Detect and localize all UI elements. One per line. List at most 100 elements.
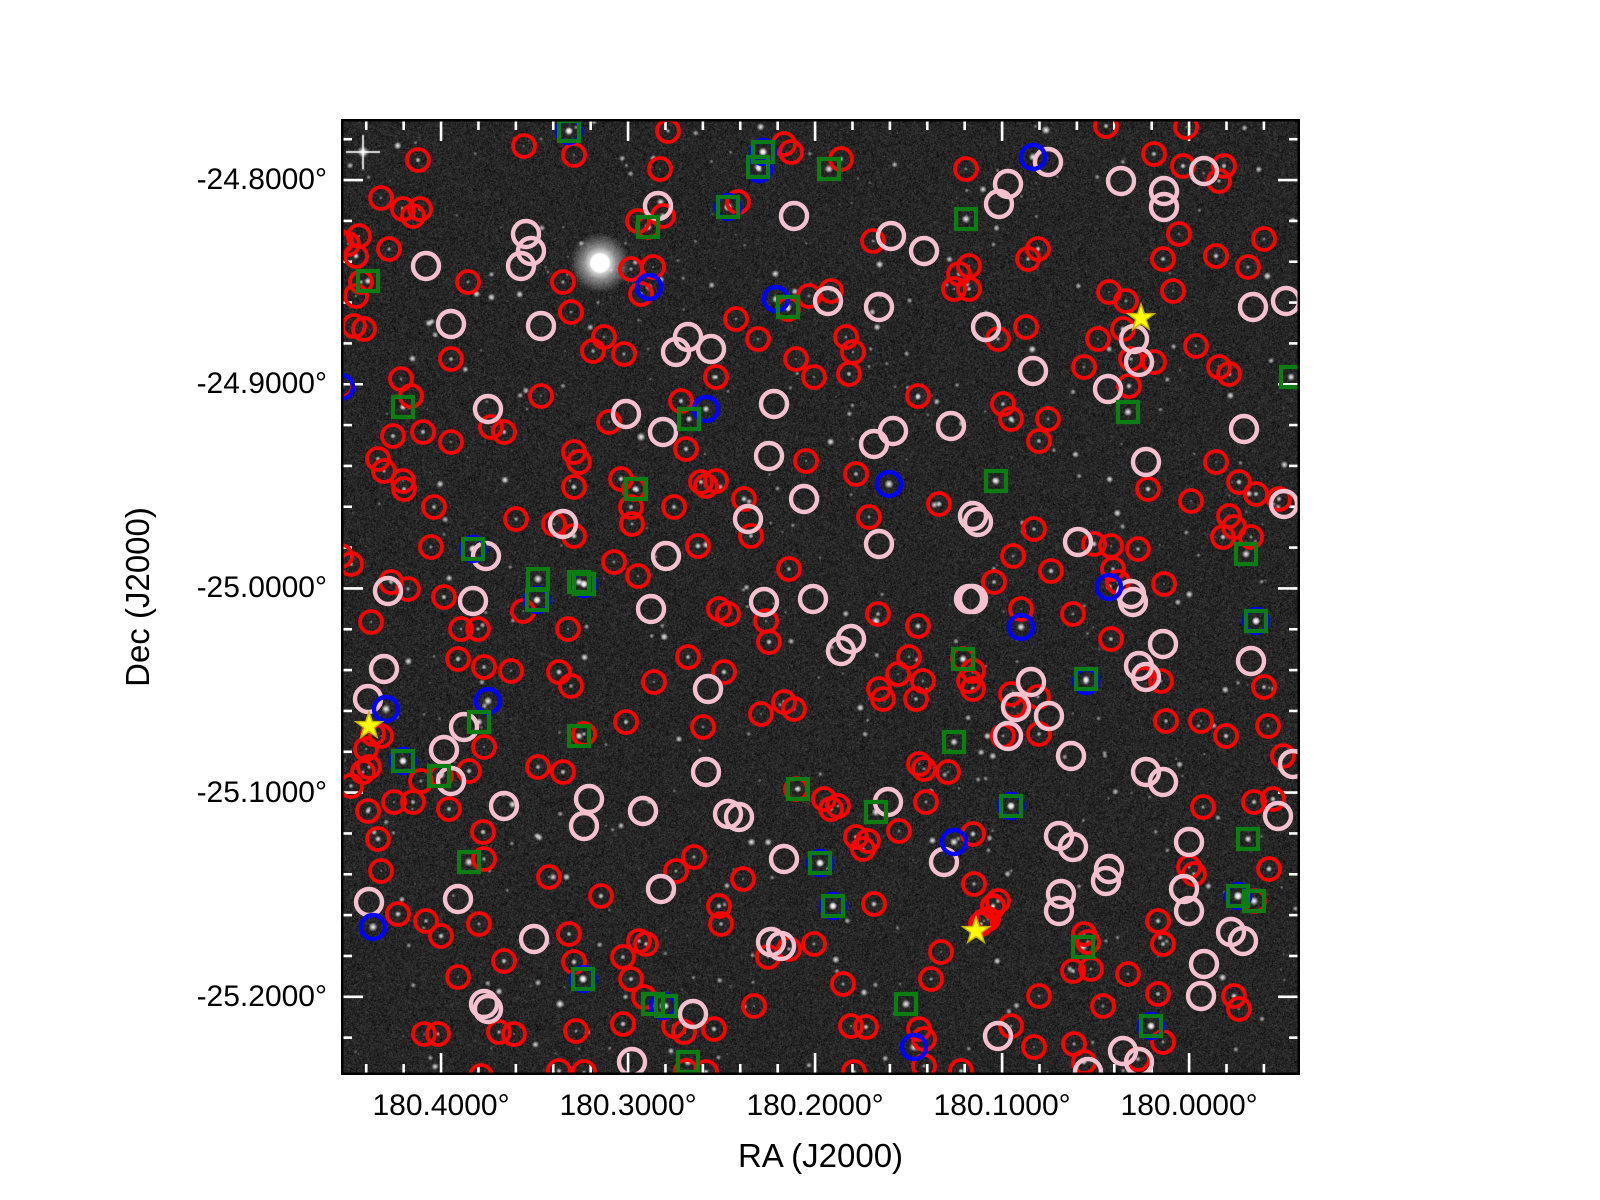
red-circles-marker	[703, 468, 729, 494]
green-square-marker	[355, 268, 381, 294]
red-circles-marker	[558, 673, 584, 699]
red-circles-marker	[906, 751, 932, 777]
red-circles-marker	[1226, 996, 1252, 1022]
red-circles-marker	[663, 858, 689, 884]
pink-circles-marker	[748, 586, 780, 618]
pink-circles-marker	[1017, 355, 1049, 387]
red-circles-marker	[886, 818, 912, 844]
pink-circles-marker	[568, 810, 600, 842]
red-circles-marker	[647, 156, 673, 182]
red-circles-marker	[948, 1058, 974, 1075]
red-circles-marker	[503, 506, 529, 532]
red-circles-marker	[783, 346, 809, 372]
green-square-marker	[390, 394, 416, 420]
red-circles-marker	[818, 796, 844, 822]
red-circles-marker	[613, 709, 639, 735]
pink-circles-marker	[515, 235, 547, 267]
red-circles-marker	[418, 534, 444, 560]
red-circles-marker	[1243, 481, 1269, 507]
y-tick-label: -24.9000°	[196, 367, 327, 401]
pink-circles-marker	[645, 873, 677, 905]
red-circles-marker	[1125, 536, 1151, 562]
red-circles-marker	[1116, 373, 1142, 399]
red-circles-marker	[566, 449, 592, 475]
pink-circles-marker	[935, 410, 967, 442]
red-circles-marker	[1251, 674, 1277, 700]
red-circles-marker	[410, 419, 436, 445]
green-square-marker	[653, 993, 679, 1019]
pink-circles-marker	[1148, 191, 1180, 223]
green-square-marker	[785, 776, 811, 802]
green-square-marker	[466, 709, 492, 735]
red-circles-marker	[870, 686, 896, 712]
green-square-marker	[745, 154, 771, 180]
red-circles-marker	[358, 609, 384, 635]
red-circles-marker	[610, 944, 636, 970]
red-circles-marker	[355, 798, 381, 824]
red-circles-marker	[343, 243, 369, 269]
red-circles-marker	[1026, 428, 1052, 454]
red-circles-marker	[1270, 743, 1296, 769]
red-circles-marker	[1173, 119, 1199, 140]
red-circles-marker	[395, 576, 421, 602]
red-circles-marker	[351, 316, 377, 342]
pink-circles-marker	[1057, 831, 1089, 863]
pink-circles-marker	[1043, 895, 1075, 927]
pink-circles-marker	[1147, 628, 1179, 660]
markers-group	[341, 119, 1300, 1075]
red-circles-marker	[673, 436, 699, 462]
green-square-marker	[863, 799, 889, 825]
pink-circles-marker	[1045, 878, 1077, 910]
red-circles-marker	[1098, 626, 1124, 652]
red-circles-marker	[341, 773, 364, 799]
pink-circles-marker	[470, 540, 502, 572]
red-circles-marker	[1211, 153, 1237, 179]
green-square-marker	[998, 793, 1024, 819]
y-axis-title: Dec (J2000)	[119, 507, 156, 687]
red-circles-marker	[1085, 326, 1111, 352]
red-circles-marker	[865, 601, 891, 627]
red-circles-marker	[885, 661, 911, 687]
pink-circles-marker	[1015, 666, 1047, 698]
pink-circles-marker	[1090, 865, 1122, 897]
green-square-marker	[1070, 934, 1096, 960]
red-circles-marker	[1035, 406, 1061, 432]
red-circles-marker	[400, 203, 426, 229]
red-circles-marker	[431, 584, 457, 610]
pink-circles-marker	[1148, 175, 1180, 207]
red-circles-marker	[1255, 713, 1281, 739]
red-circles-marker	[438, 429, 464, 455]
red-circles-marker	[550, 269, 576, 295]
x-tick-label: 180.1000°	[933, 1089, 1071, 1122]
blue-circles-marker	[634, 272, 664, 302]
yellow-star-marker	[1125, 301, 1157, 332]
pink-circles-marker	[1227, 925, 1259, 957]
pink-circles-marker	[510, 218, 542, 250]
green-square-marker	[390, 748, 416, 774]
pink-circles-marker	[992, 720, 1024, 752]
red-circles-marker	[413, 908, 439, 934]
red-circles-marker	[918, 966, 944, 992]
pink-circles-marker	[1093, 853, 1125, 885]
red-circles-marker	[438, 346, 464, 372]
blue-circles-marker	[1006, 612, 1036, 642]
red-circles-marker	[356, 754, 382, 780]
red-circles-marker	[1151, 571, 1177, 597]
pink-circles-marker	[1277, 748, 1300, 780]
red-circles-marker	[558, 299, 584, 325]
pink-circles-marker	[970, 311, 1002, 343]
red-circles-marker	[911, 756, 937, 782]
red-circles-marker	[486, 1019, 512, 1045]
red-circles-marker	[675, 644, 701, 670]
pink-circles-marker	[1033, 700, 1065, 732]
red-circles-marker	[411, 1021, 437, 1047]
red-circles-marker	[731, 486, 757, 512]
red-circles-marker	[491, 948, 517, 974]
pink-circles-marker	[677, 998, 709, 1030]
yellow-star-marker	[960, 914, 992, 945]
green-square-marker	[623, 476, 649, 502]
green-square-marker	[1138, 1013, 1164, 1039]
red-circles-marker	[1026, 983, 1052, 1009]
red-circles-marker	[1071, 354, 1097, 380]
pink-circles-marker	[650, 540, 682, 572]
